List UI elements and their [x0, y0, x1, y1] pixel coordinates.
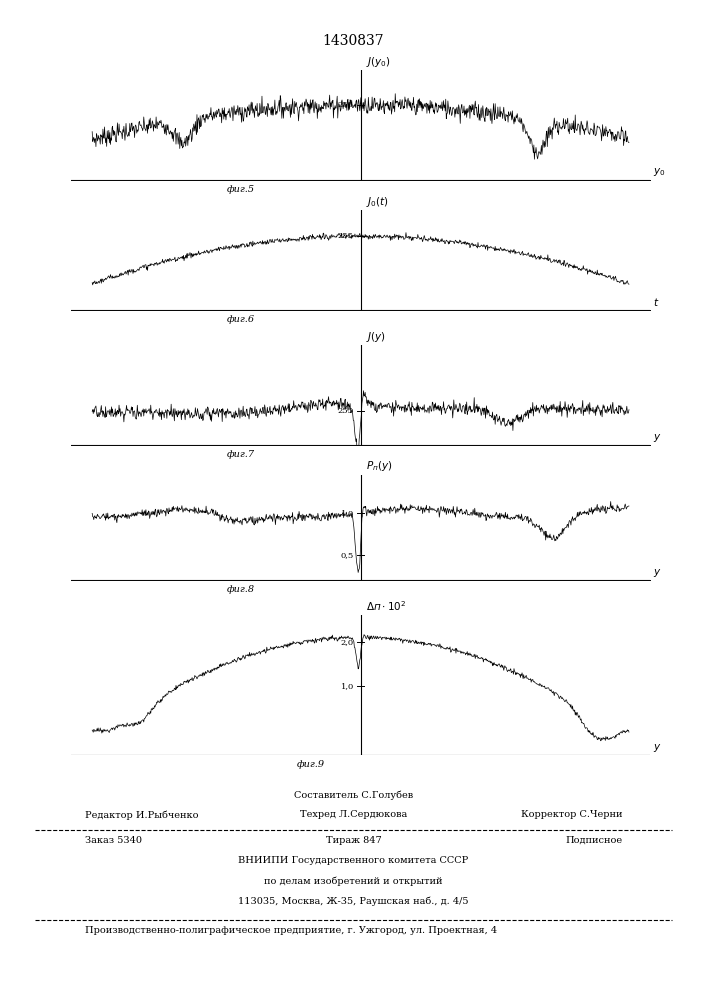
- Text: $J(y_0)$: $J(y_0)$: [366, 55, 391, 69]
- Text: 113035, Москва, Ж-35, Раушская наб., д. 4/5: 113035, Москва, Ж-35, Раушская наб., д. …: [238, 896, 469, 906]
- Text: фиг.7: фиг.7: [226, 450, 255, 459]
- Text: Корректор С.Черни: Корректор С.Черни: [520, 810, 622, 819]
- Text: 1430837: 1430837: [322, 34, 385, 48]
- Text: фиг.5: фиг.5: [226, 185, 255, 194]
- Text: 255: 255: [338, 101, 354, 109]
- Text: $P_п(y)$: $P_п(y)$: [366, 459, 392, 473]
- Text: Техред Л.Сердюкова: Техред Л.Сердюкова: [300, 810, 407, 819]
- Text: 255: 255: [338, 232, 354, 240]
- Text: $J_0(t)$: $J_0(t)$: [366, 195, 389, 209]
- Text: $y$: $y$: [653, 432, 662, 444]
- Text: 1,0: 1,0: [341, 682, 354, 690]
- Text: фиг.8: фиг.8: [226, 585, 255, 594]
- Text: Производственно-полиграфическое предприятие, г. Ужгород, ул. Проектная, 4: Производственно-полиграфическое предприя…: [85, 926, 497, 935]
- Text: $y_0$: $y_0$: [653, 166, 666, 178]
- Text: Подписное: Подписное: [565, 836, 622, 845]
- Text: $y$: $y$: [653, 742, 662, 754]
- Text: 1,0: 1,0: [341, 509, 354, 517]
- Text: 255: 255: [338, 407, 354, 415]
- Text: фиг.6: фиг.6: [226, 315, 255, 324]
- Text: 0,5: 0,5: [341, 551, 354, 559]
- Text: Составитель С.Голубев: Составитель С.Голубев: [294, 790, 413, 800]
- Text: 2,0: 2,0: [341, 638, 354, 646]
- Text: Тираж 847: Тираж 847: [326, 836, 381, 845]
- Text: ВНИИПИ Государственного комитета СССР: ВНИИПИ Государственного комитета СССР: [238, 856, 469, 865]
- Text: по делам изобретений и открытий: по делам изобретений и открытий: [264, 876, 443, 886]
- Text: $y$: $y$: [653, 567, 662, 579]
- Text: $t$: $t$: [653, 296, 660, 308]
- Text: $J(y)$: $J(y)$: [366, 330, 386, 344]
- Text: Редактор И.Рыбченко: Редактор И.Рыбченко: [85, 810, 199, 820]
- Text: Заказ 5340: Заказ 5340: [85, 836, 142, 845]
- Text: $\Delta п \cdot 10^2$: $\Delta п \cdot 10^2$: [366, 599, 407, 613]
- Text: фиг.9: фиг.9: [297, 760, 325, 769]
